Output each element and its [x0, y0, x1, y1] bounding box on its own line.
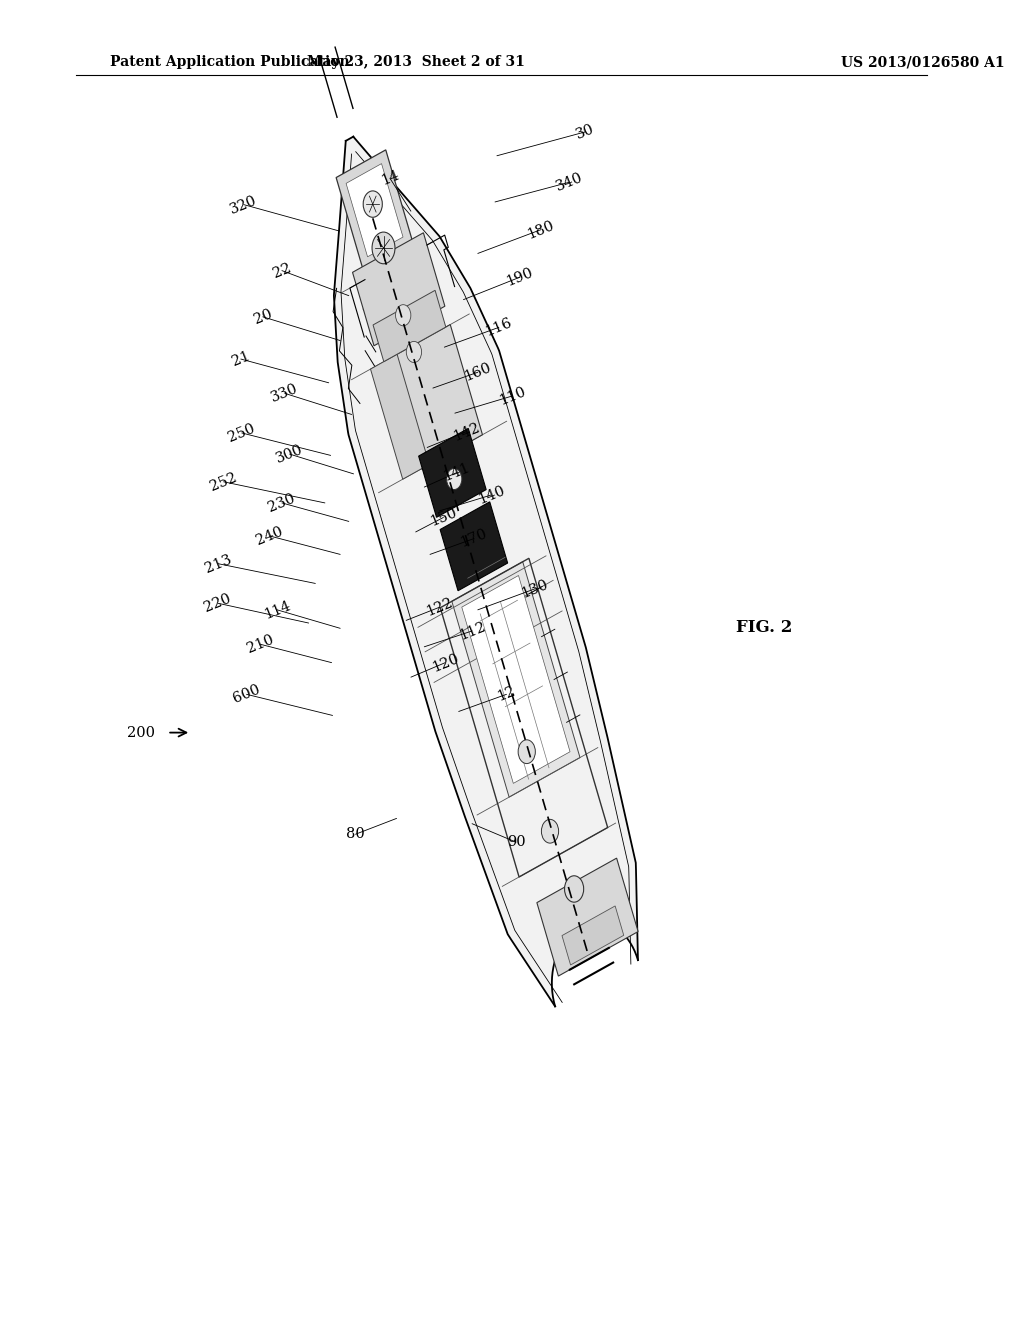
Text: 20: 20: [252, 306, 274, 327]
Text: 213: 213: [203, 552, 233, 576]
Polygon shape: [537, 858, 638, 975]
Text: 142: 142: [451, 420, 481, 444]
Text: 114: 114: [262, 598, 293, 622]
Polygon shape: [462, 576, 570, 783]
Text: 340: 340: [554, 170, 585, 194]
Text: 130: 130: [519, 577, 551, 601]
Text: 14: 14: [379, 168, 401, 189]
Circle shape: [395, 305, 411, 326]
Text: 120: 120: [430, 651, 461, 675]
Text: 30: 30: [573, 121, 596, 143]
Text: 80: 80: [346, 828, 365, 841]
Polygon shape: [336, 150, 413, 271]
Text: 320: 320: [228, 193, 259, 216]
Text: 600: 600: [230, 682, 262, 706]
Circle shape: [542, 820, 559, 843]
Text: 200: 200: [127, 726, 156, 739]
Text: 330: 330: [269, 381, 300, 405]
Text: 170: 170: [459, 527, 489, 550]
Polygon shape: [419, 429, 486, 517]
Polygon shape: [352, 232, 444, 346]
Text: 140: 140: [476, 483, 507, 507]
Text: FIG. 2: FIG. 2: [736, 619, 793, 635]
Text: 112: 112: [457, 619, 487, 643]
Polygon shape: [388, 325, 482, 470]
Text: 250: 250: [226, 421, 257, 445]
Circle shape: [364, 191, 382, 218]
Text: 300: 300: [273, 442, 305, 466]
Text: May 23, 2013  Sheet 2 of 31: May 23, 2013 Sheet 2 of 31: [307, 55, 524, 70]
Text: Patent Application Publication: Patent Application Publication: [110, 55, 349, 70]
Text: 116: 116: [483, 315, 514, 339]
Circle shape: [446, 469, 462, 490]
Text: 12: 12: [496, 684, 517, 705]
Text: 210: 210: [245, 632, 275, 656]
Text: 141: 141: [441, 461, 472, 484]
Text: 21: 21: [229, 348, 252, 370]
Text: 110: 110: [497, 384, 527, 408]
Polygon shape: [346, 164, 403, 257]
Text: 150: 150: [428, 506, 459, 529]
Text: 160: 160: [462, 360, 494, 384]
Polygon shape: [373, 290, 445, 362]
Text: 22: 22: [270, 260, 293, 281]
Polygon shape: [562, 906, 624, 965]
Circle shape: [518, 739, 536, 763]
Text: 122: 122: [424, 595, 455, 619]
Circle shape: [407, 342, 422, 363]
Circle shape: [564, 875, 584, 902]
Text: 190: 190: [505, 265, 536, 289]
Polygon shape: [440, 502, 508, 591]
Circle shape: [372, 232, 395, 264]
Polygon shape: [334, 137, 638, 1006]
Text: 240: 240: [254, 524, 285, 548]
Text: 252: 252: [208, 470, 239, 494]
Text: 180: 180: [525, 218, 556, 242]
Text: 90: 90: [507, 836, 525, 849]
Polygon shape: [371, 354, 429, 479]
Polygon shape: [452, 562, 580, 797]
Text: US 2013/0126580 A1: US 2013/0126580 A1: [841, 55, 1005, 70]
Text: 230: 230: [266, 491, 298, 515]
Text: 220: 220: [203, 591, 233, 615]
